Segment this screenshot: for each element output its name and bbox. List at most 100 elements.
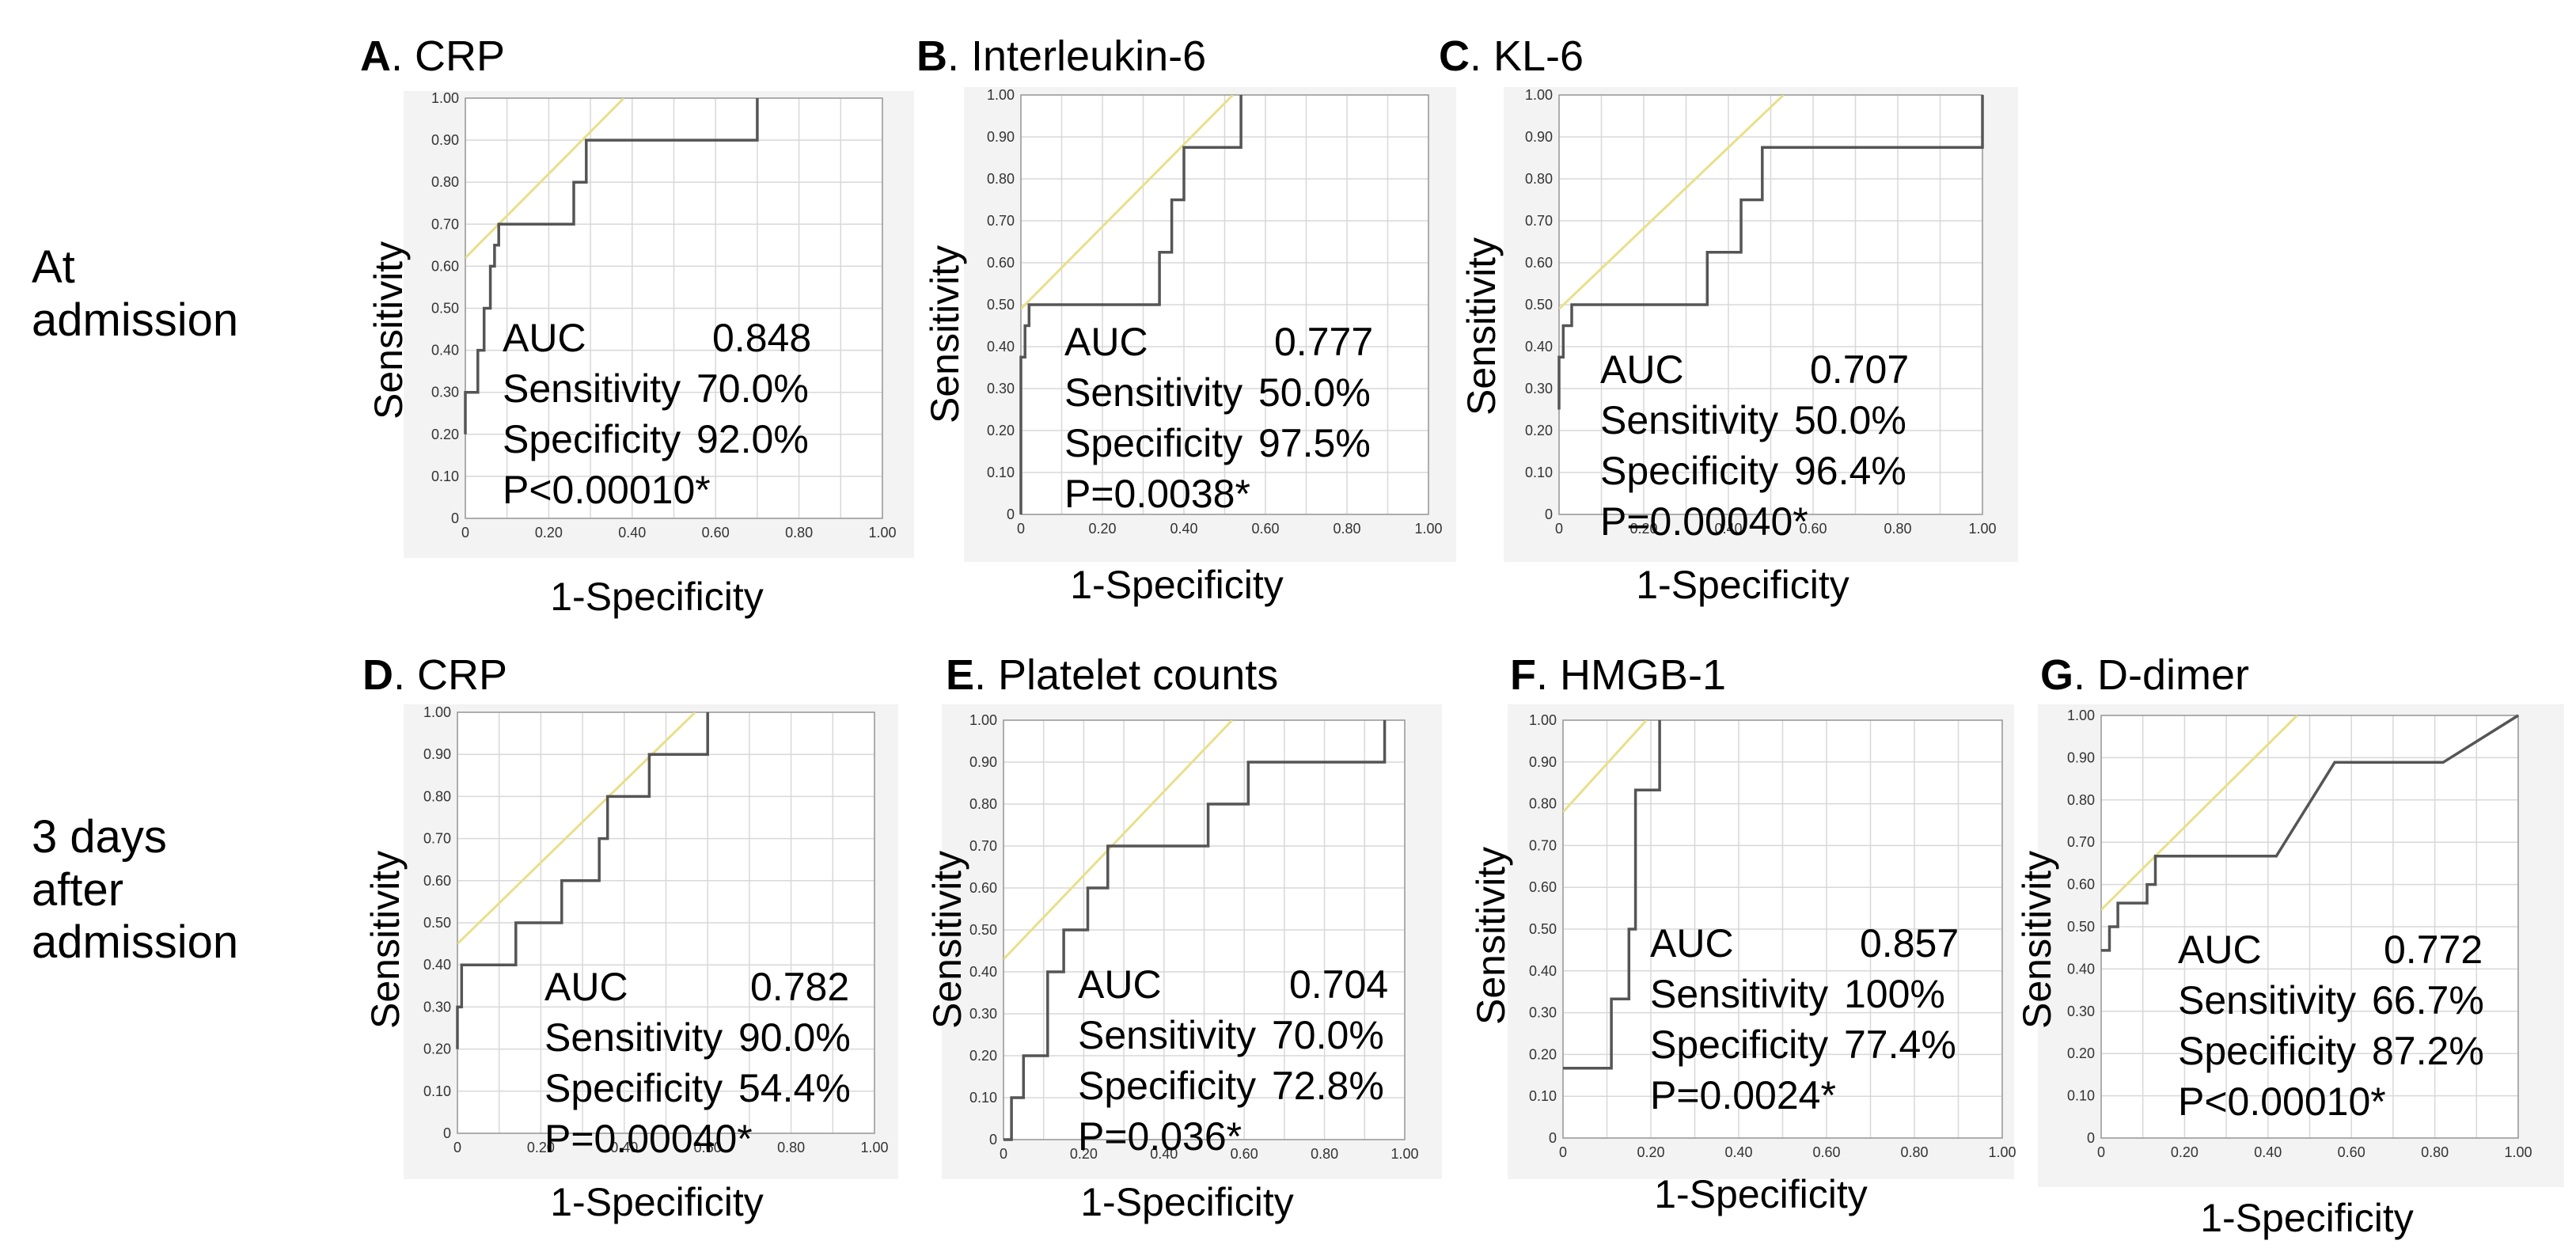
y-tick-label: 0.40 — [2067, 961, 2095, 977]
stat-value: 97.5% — [1258, 421, 1371, 465]
y-tick-label: 1.00 — [969, 712, 997, 728]
x-tick-label: 0.40 — [618, 525, 646, 541]
y-tick-label: 1.00 — [1529, 712, 1557, 728]
stat-value: 72.8% — [1272, 1064, 1384, 1108]
row-label-at-admission: At admission — [32, 241, 238, 347]
stat-value: 70.0% — [696, 366, 809, 411]
stat-label: Specificity — [1600, 449, 1779, 493]
stat-row: Sensitivity 70.0% — [1078, 1010, 1384, 1060]
y-axis-label: Sensitivity — [923, 245, 967, 423]
y-tick-label: 0.40 — [987, 339, 1015, 355]
y-axis-label: Sensitivity — [1469, 846, 1513, 1025]
x-tick-label: 0.60 — [694, 1140, 722, 1155]
stat-label: Specificity — [544, 1066, 723, 1110]
roc-curve — [1003, 720, 1387, 1141]
y-tick-label: 0.80 — [2067, 792, 2095, 808]
y-axis-label: Sensitivity — [363, 850, 408, 1029]
x-tick-label: 0.40 — [1724, 1144, 1752, 1160]
stat-value: 87.2% — [2372, 1029, 2484, 1073]
x-axis-label: 1-Specificity — [2200, 1196, 2414, 1240]
y-tick-label: 0.60 — [423, 873, 451, 889]
x-axis-label: 1-Specificity — [1070, 563, 1284, 607]
stat-row: AUC 0.772 — [2178, 924, 2483, 975]
x-tick-label: 0.40 — [2254, 1144, 2282, 1160]
stat-value: 0.707 — [1810, 347, 1910, 392]
stat-value: 0.857 — [1860, 921, 1960, 966]
y-tick-label: 0.80 — [423, 788, 451, 804]
y-tick-label: 0.70 — [2067, 834, 2095, 850]
y-tick-label: 0.30 — [2067, 1003, 2095, 1019]
y-tick-label: 0.20 — [431, 427, 459, 442]
x-tick-label: 0.20 — [1088, 521, 1116, 537]
row-label-line: admission — [32, 916, 239, 969]
y-tick-label: 0.90 — [1529, 754, 1557, 770]
x-tick-label: 1.00 — [1968, 521, 1996, 537]
panel-letter: G — [2040, 651, 2074, 699]
panel-title: D. CRP — [362, 651, 507, 700]
stat-label: AUC — [503, 316, 586, 360]
plot-border — [1558, 94, 1983, 515]
stat-row: Specificity 72.8% — [1078, 1060, 1384, 1111]
y-tick-label: 0.20 — [1525, 423, 1553, 438]
y-tick-label: 0 — [1549, 1130, 1557, 1146]
y-tick-label: 0.40 — [1525, 339, 1553, 355]
stat-row: Sensitivity 66.7% — [2178, 975, 2484, 1026]
y-tick-label: 0.90 — [969, 754, 997, 770]
cutoff-line — [1563, 720, 1648, 814]
x-axis-label: 1-Specificity — [550, 575, 764, 619]
x-tick-label: 0.60 — [1799, 521, 1827, 537]
stats-block: AUC 0.704 Sensitivity 70.0% Specificity 72.8%… — [1078, 959, 1388, 1162]
stat-label: Sensitivity — [503, 366, 681, 411]
roc-chart-svg: 0 0.10 0.20 0.30 0.40 0.50 0.60 0.70 0.80 0.90 1.0… — [1525, 87, 1997, 537]
y-tick-label: 0 — [2087, 1130, 2095, 1146]
x-axis-label: 1-Specificity — [1636, 563, 1849, 607]
stats-block: AUC 0.782 Sensitivity 90.0% Specificity 54.4%… — [544, 962, 851, 1164]
x-axis-label: 1-Specificity — [1080, 1180, 1294, 1224]
stat-label: Specificity — [503, 417, 681, 461]
panel-title: F. HMGB-1 — [1510, 651, 1726, 700]
stat-row: Specificity 92.0% — [503, 414, 809, 465]
stat-row: Sensitivity 50.0% — [1600, 395, 1906, 446]
panel-title: E. Platelet counts — [946, 651, 1278, 700]
stat-label: Sensitivity — [1650, 972, 1829, 1016]
y-tick-label: 0.50 — [423, 915, 451, 931]
stat-label: P<0.00010* — [503, 468, 711, 512]
x-tick-label: 0 — [1000, 1146, 1007, 1162]
y-tick-label: 0.10 — [1529, 1088, 1557, 1104]
stat-label: AUC — [1064, 320, 1148, 364]
roc-curve — [456, 712, 709, 1049]
stat-row: AUC 0.704 — [1078, 959, 1388, 1010]
x-tick-label: 0.20 — [1629, 521, 1657, 537]
panel-letter: D — [362, 651, 393, 699]
x-tick-label: 0 — [1559, 1144, 1567, 1160]
plot-border — [1562, 719, 2003, 1139]
panel-title: C. KL-6 — [1439, 32, 1584, 81]
stat-label: P=0.036* — [1078, 1114, 1242, 1159]
x-tick-label: 0 — [1017, 521, 1025, 537]
x-tick-label: 1.00 — [1390, 1146, 1418, 1162]
stat-row: Specificity 77.4% — [1650, 1019, 1956, 1070]
stat-row: P<0.00010* — [503, 465, 711, 515]
x-tick-label: 0.20 — [527, 1140, 555, 1155]
y-tick-label: 0.90 — [1525, 129, 1553, 145]
y-tick-label: 0.60 — [1529, 879, 1557, 895]
stat-value: 66.7% — [2372, 978, 2484, 1022]
stat-row: AUC 0.782 — [544, 962, 849, 1012]
chart-frame: 0 0.10 0.20 0.30 0.40 0.50 0.60 0.70 0.80 0.90 1.0… — [942, 704, 1442, 1179]
y-tick-label: 0.90 — [431, 132, 459, 148]
stat-row: P=0.0024* — [1650, 1070, 1836, 1121]
stat-row: Specificity 96.4% — [1600, 446, 1906, 496]
stat-label: Sensitivity — [2178, 978, 2357, 1022]
y-tick-label: 1.00 — [423, 704, 451, 720]
x-tick-label: 0.40 — [1150, 1146, 1178, 1162]
x-tick-label: 0.80 — [777, 1140, 805, 1155]
stats-block: AUC 0.848 Sensitivity 70.0% Specificity 92.0%… — [503, 313, 811, 515]
stat-row: P=0.00040* — [1600, 496, 1808, 547]
stat-row: Sensitivity 70.0% — [503, 363, 809, 414]
stat-label: Sensitivity — [544, 1015, 723, 1060]
row-label-line: admission — [32, 294, 239, 346]
y-tick-label: 1.00 — [431, 90, 459, 106]
y-tick-label: 0.70 — [1525, 213, 1553, 229]
cutoff-line — [1021, 95, 1234, 310]
y-tick-label: 0.70 — [431, 216, 459, 232]
